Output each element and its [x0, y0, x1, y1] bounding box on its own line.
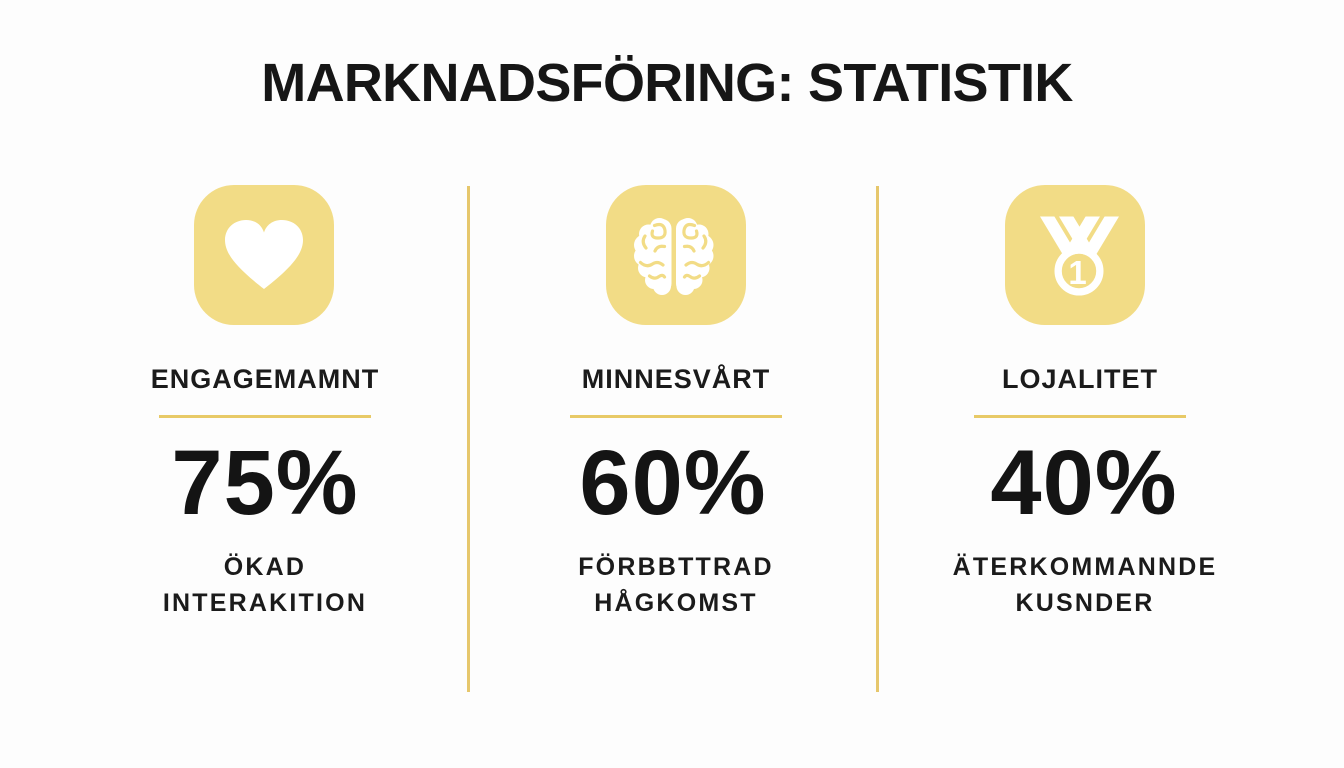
svg-text:1: 1 [1068, 254, 1086, 291]
